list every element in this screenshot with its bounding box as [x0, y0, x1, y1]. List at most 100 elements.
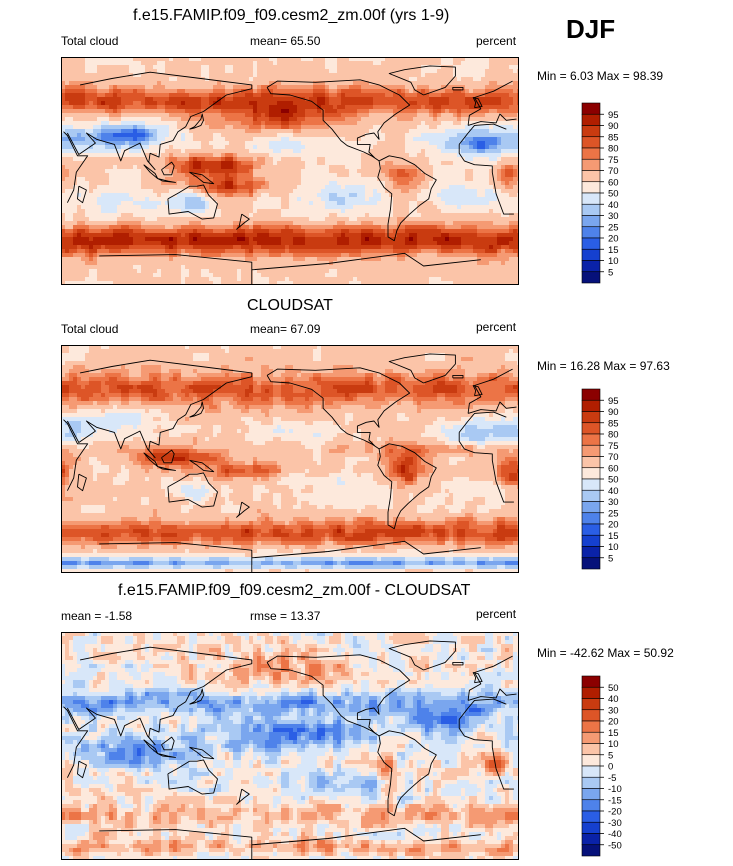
field-cell — [169, 77, 174, 82]
field-cell — [405, 57, 410, 62]
field-cell — [185, 97, 190, 102]
field-cell — [129, 221, 134, 226]
field-cell — [377, 121, 382, 126]
field-cell — [329, 217, 334, 222]
field-cell — [397, 125, 402, 130]
field-cell — [513, 113, 518, 118]
field-cell — [205, 209, 210, 214]
field-cell — [101, 81, 106, 86]
field-cell — [425, 109, 430, 114]
field-cell — [81, 81, 86, 86]
field-cell — [177, 221, 182, 226]
field-cell — [277, 121, 282, 126]
field-cell — [129, 129, 134, 134]
field-cell — [429, 209, 434, 214]
field-cell — [349, 81, 354, 86]
field-cell — [401, 225, 406, 230]
field-cell — [117, 181, 122, 186]
field-cell — [205, 169, 210, 174]
field-cell — [421, 97, 426, 102]
field-cell — [129, 197, 134, 202]
field-cell — [385, 157, 390, 162]
field-cell — [153, 97, 158, 102]
field-cell — [173, 141, 178, 146]
field-cell — [321, 193, 326, 198]
field-cell — [221, 229, 226, 234]
field-cell — [137, 177, 142, 182]
field-cell — [349, 177, 354, 182]
field-cell — [305, 73, 310, 78]
field-cell — [201, 93, 206, 98]
field-cell — [457, 189, 462, 194]
field-cell — [245, 161, 250, 166]
field-cell — [249, 153, 254, 158]
field-cell — [129, 137, 134, 142]
field-cell — [493, 105, 498, 110]
field-cell — [253, 113, 258, 118]
field-cell — [153, 165, 158, 170]
field-cell — [489, 197, 494, 202]
field-cell — [253, 185, 258, 190]
field-cell — [413, 153, 418, 158]
field-cell — [149, 125, 154, 130]
field-cell — [241, 225, 246, 230]
field-cell — [221, 133, 226, 138]
field-cell — [385, 125, 390, 130]
field-cell — [177, 77, 182, 82]
field-cell — [285, 209, 290, 214]
field-cell — [241, 157, 246, 162]
field-cell — [381, 177, 386, 182]
field-cell — [77, 161, 82, 166]
field-cell — [177, 157, 182, 162]
field-cell — [409, 93, 414, 98]
field-cell — [89, 93, 94, 98]
field-cell — [185, 117, 190, 122]
field-cell — [365, 93, 370, 98]
field-cell — [417, 153, 422, 158]
field-cell — [253, 153, 258, 158]
field-cell — [133, 217, 138, 222]
field-cell — [445, 133, 450, 138]
field-cell — [273, 77, 278, 82]
field-cell — [493, 85, 498, 90]
field-cell — [145, 185, 150, 190]
field-cell — [269, 129, 274, 134]
field-cell — [189, 113, 194, 118]
field-cell — [333, 201, 338, 206]
field-cell — [237, 89, 242, 94]
field-cell — [281, 133, 286, 138]
field-cell — [145, 181, 150, 186]
field-cell — [437, 65, 442, 70]
field-cell — [69, 205, 74, 210]
field-cell — [169, 177, 174, 182]
field-cell — [393, 65, 398, 70]
field-cell — [125, 165, 130, 170]
field-cell — [425, 221, 430, 226]
field-cell — [153, 73, 158, 78]
field-cell — [349, 105, 354, 110]
field-cell — [237, 165, 242, 170]
field-cell — [485, 221, 490, 226]
field-cell — [197, 105, 202, 110]
field-cell — [213, 173, 218, 178]
field-cell — [157, 61, 162, 66]
field-cell — [329, 129, 334, 134]
field-cell — [297, 81, 302, 86]
field-cell — [329, 193, 334, 198]
field-cell — [377, 141, 382, 146]
field-cell — [141, 205, 146, 210]
field-cell — [129, 185, 134, 190]
field-cell — [317, 121, 322, 126]
field-cell — [97, 125, 102, 130]
field-cell — [501, 137, 506, 142]
field-cell — [213, 165, 218, 170]
field-cell — [385, 117, 390, 122]
field-cell — [297, 145, 302, 150]
field-cell — [161, 105, 166, 110]
field-cell — [297, 65, 302, 70]
field-cell — [117, 129, 122, 134]
field-cell — [273, 73, 278, 78]
field-cell — [269, 61, 274, 66]
field-cell — [437, 221, 442, 226]
field-cell — [197, 113, 202, 118]
